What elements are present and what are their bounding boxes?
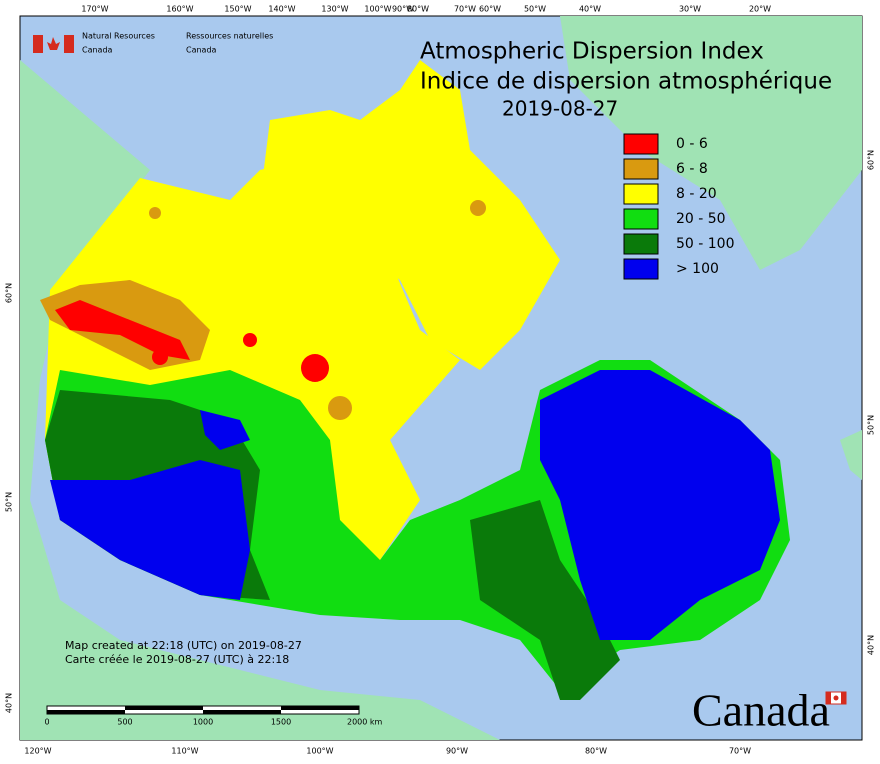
notes: Map created at 22:18 (UTC) on 2019-08-27… [65, 639, 302, 666]
longitude-label: 100°W [364, 5, 391, 14]
longitude-label: 30°W [679, 5, 701, 14]
longitude-label: 90°W [446, 747, 468, 756]
title-fr: Indice de dispersion atmosphérique [420, 69, 832, 95]
legend-label: 8 - 20 [676, 186, 717, 202]
scale-label: 1500 [271, 718, 291, 727]
longitude-label: 80°W [407, 5, 429, 14]
map-date: 2019-08-27 [502, 97, 618, 121]
legend: 0 - 6 6 - 8 8 - 20 20 - 50 50 - 100 > 100 [623, 133, 735, 280]
longitude-label: 100°W [306, 747, 333, 756]
longitude-label: 150°W [224, 5, 251, 14]
longitude-label: 160°W [166, 5, 193, 14]
scale-label: 0 [44, 718, 49, 727]
wordmark-flag [825, 691, 847, 705]
longitude-label: 20°W [749, 5, 771, 14]
latitude-label: 40°N [5, 693, 14, 713]
map-frame [19, 15, 863, 741]
scale-label: 2000 km [347, 718, 383, 727]
longitude-label: 90°W [392, 5, 414, 14]
longitude-label: 110°W [171, 747, 198, 756]
legend-swatch [623, 158, 659, 180]
latitude-label: 60°N [867, 150, 876, 170]
org-fr: Canada [186, 46, 217, 55]
legend-label: > 100 [676, 261, 719, 277]
latitude-label: 50°N [5, 492, 14, 512]
graticule-labels: 170°W 160°W 150°W 140°W 130°W 100°W 90°W80°W 70… [5, 5, 876, 756]
title-block: Atmospheric Dispersion Index Indice de d… [420, 39, 832, 121]
org-en: Canada [82, 46, 113, 55]
legend-label: 6 - 8 [676, 161, 708, 177]
legend-swatch [623, 258, 659, 280]
legend-swatch [623, 133, 659, 155]
longitude-label: 140°W [268, 5, 295, 14]
latitude-label: 40°N [867, 635, 876, 655]
longitude-label: 170°W [81, 5, 108, 14]
longitude-label: 70°W [729, 747, 751, 756]
longitude-label: 70°W [454, 5, 476, 14]
note: Carte créée le 2019-08-27 (UTC) à 22:18 [65, 653, 289, 666]
legend-label: 0 - 6 [676, 136, 708, 152]
org-en: Natural Resources [82, 32, 155, 41]
longitude-label: 80°W [585, 747, 607, 756]
scale-label: 1000 [193, 718, 213, 727]
legend-swatch [623, 233, 659, 255]
longitude-label: 130°W [321, 5, 348, 14]
longitude-label: 40°W [579, 5, 601, 14]
title-en: Atmospheric Dispersion Index [420, 39, 764, 65]
scale-label: 500 [117, 718, 132, 727]
legend-label: 50 - 100 [676, 236, 735, 252]
longitude-label: 120°W [24, 747, 51, 756]
latitude-label: 50°N [867, 415, 876, 435]
note: Map created at 22:18 (UTC) on 2019-08-27 [65, 639, 302, 652]
longitude-label: 60°W [479, 5, 501, 14]
latitude-label: 60°N [5, 283, 14, 303]
scale-bar: 0 500 1000 1500 2000 km [44, 705, 383, 727]
legend-swatch [623, 208, 659, 230]
legend-swatch [623, 183, 659, 205]
org-fr: Ressources naturelles [186, 32, 273, 41]
wordmark: Canada [692, 685, 830, 736]
longitude-label: 50°W [524, 5, 546, 14]
agency-signature: Natural Resources Canada Ressources natu… [33, 32, 273, 55]
legend-label: 20 - 50 [676, 211, 726, 227]
